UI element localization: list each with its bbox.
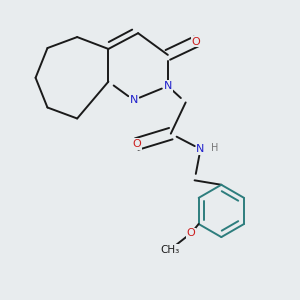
Text: O: O bbox=[187, 228, 195, 238]
Text: H: H bbox=[211, 143, 218, 153]
Text: N: N bbox=[196, 144, 205, 154]
Text: O: O bbox=[132, 139, 141, 149]
Text: CH₃: CH₃ bbox=[160, 244, 180, 255]
Text: O: O bbox=[192, 37, 200, 46]
Text: N: N bbox=[130, 95, 138, 105]
Text: N: N bbox=[164, 81, 172, 91]
